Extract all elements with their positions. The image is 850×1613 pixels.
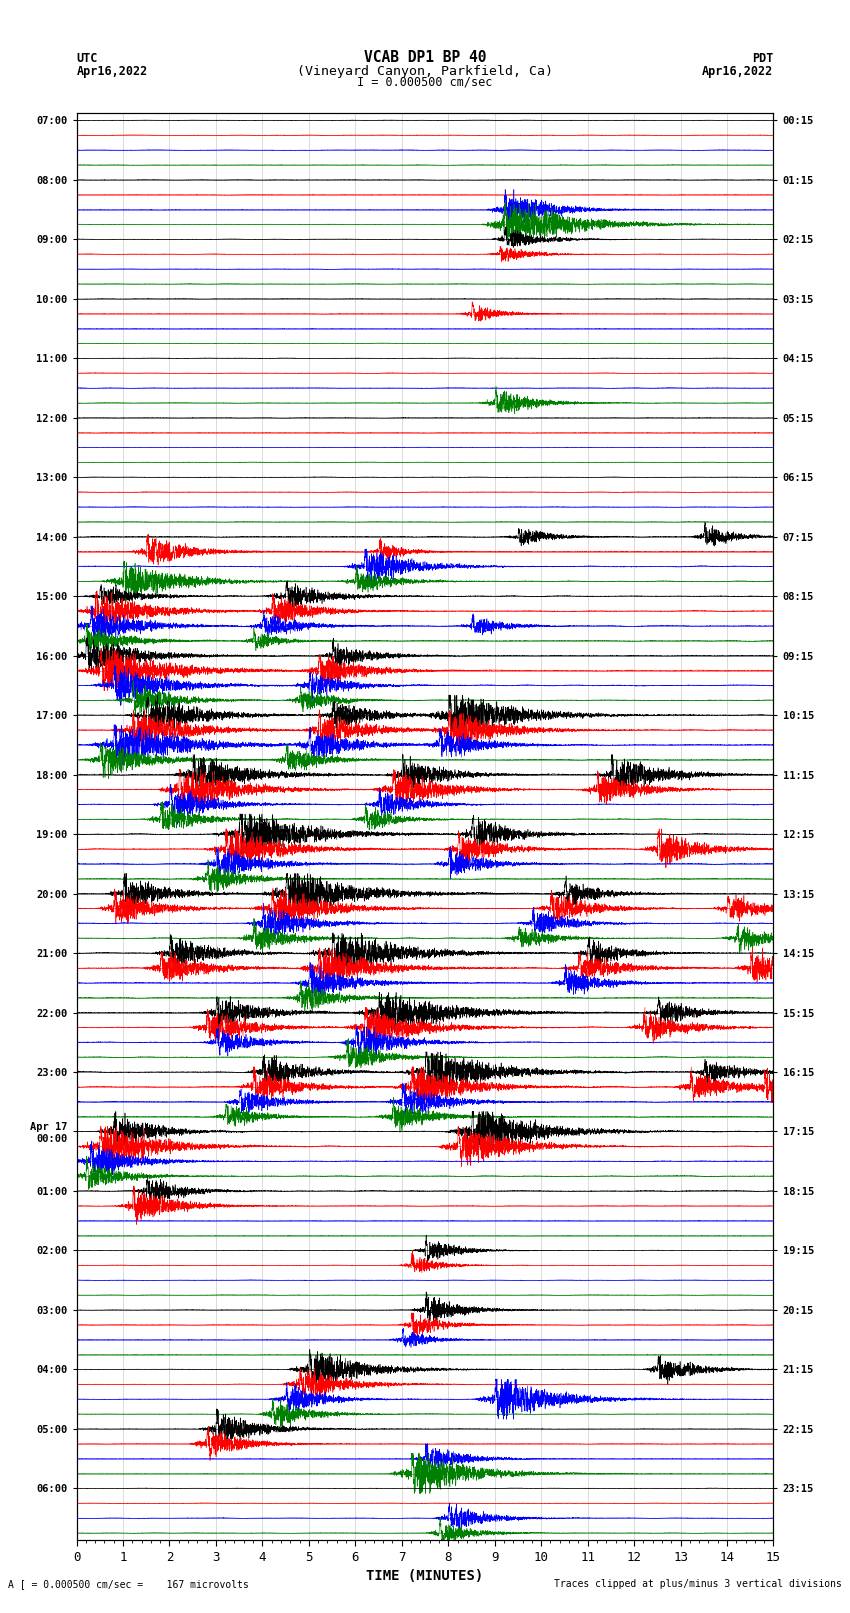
Text: VCAB DP1 BP 40: VCAB DP1 BP 40 [364,50,486,65]
Text: Apr16,2022: Apr16,2022 [76,65,148,77]
Text: I = 0.000500 cm/sec: I = 0.000500 cm/sec [357,76,493,89]
Text: A [ = 0.000500 cm/sec =    167 microvolts: A [ = 0.000500 cm/sec = 167 microvolts [8,1579,249,1589]
Text: PDT: PDT [752,52,774,65]
X-axis label: TIME (MINUTES): TIME (MINUTES) [366,1569,484,1584]
Text: Apr16,2022: Apr16,2022 [702,65,774,77]
Text: Traces clipped at plus/minus 3 vertical divisions: Traces clipped at plus/minus 3 vertical … [553,1579,842,1589]
Text: UTC: UTC [76,52,98,65]
Text: (Vineyard Canyon, Parkfield, Ca): (Vineyard Canyon, Parkfield, Ca) [297,65,553,77]
